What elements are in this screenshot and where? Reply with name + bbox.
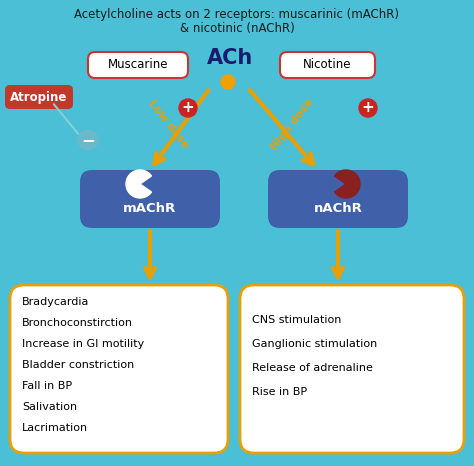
Text: Bronchoconstirction: Bronchoconstirction: [22, 318, 133, 328]
Text: Nicotine: Nicotine: [303, 59, 352, 71]
FancyBboxPatch shape: [5, 85, 73, 109]
Text: +: +: [182, 101, 194, 116]
Text: nAChR: nAChR: [314, 203, 363, 215]
Text: High dose: High dose: [269, 96, 315, 151]
FancyBboxPatch shape: [88, 52, 188, 78]
FancyBboxPatch shape: [240, 285, 464, 453]
FancyBboxPatch shape: [280, 52, 375, 78]
Text: Fall in BP: Fall in BP: [22, 381, 72, 391]
Text: Salivation: Salivation: [22, 402, 77, 412]
Text: Atropine: Atropine: [10, 90, 68, 103]
FancyBboxPatch shape: [268, 170, 408, 228]
FancyBboxPatch shape: [10, 285, 228, 453]
Text: ACh: ACh: [207, 48, 253, 68]
Text: −: −: [81, 131, 95, 149]
Text: Lacrimation: Lacrimation: [22, 423, 88, 433]
Text: CNS stimulation: CNS stimulation: [252, 315, 341, 325]
Polygon shape: [126, 170, 152, 198]
Circle shape: [359, 99, 377, 117]
Text: & nicotinic (nAChR): & nicotinic (nAChR): [180, 22, 294, 35]
Text: Low dose: Low dose: [146, 98, 190, 150]
Text: Bradycardia: Bradycardia: [22, 297, 90, 307]
Text: Rise in BP: Rise in BP: [252, 387, 307, 397]
Text: Muscarine: Muscarine: [108, 59, 168, 71]
Text: Release of adrenaline: Release of adrenaline: [252, 363, 373, 373]
Text: Acetylcholine acts on 2 receptors: muscarinic (mAChR): Acetylcholine acts on 2 receptors: musca…: [74, 8, 400, 21]
Circle shape: [179, 99, 197, 117]
FancyBboxPatch shape: [80, 170, 220, 228]
Circle shape: [221, 75, 235, 89]
Polygon shape: [335, 170, 360, 198]
Text: Ganglionic stimulation: Ganglionic stimulation: [252, 339, 377, 349]
Text: Bladder constriction: Bladder constriction: [22, 360, 134, 370]
Text: +: +: [362, 101, 374, 116]
Text: Increase in GI motility: Increase in GI motility: [22, 339, 144, 349]
Circle shape: [78, 130, 98, 150]
Text: mAChR: mAChR: [123, 203, 177, 215]
